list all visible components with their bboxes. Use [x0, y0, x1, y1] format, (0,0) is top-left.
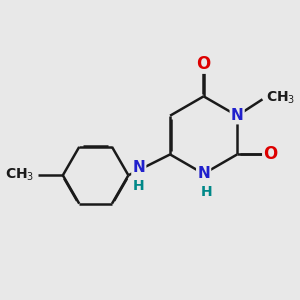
Text: N: N: [132, 160, 145, 175]
Text: O: O: [263, 146, 278, 164]
Text: O: O: [196, 55, 211, 73]
Text: H: H: [133, 179, 145, 193]
Text: N: N: [197, 166, 210, 181]
Text: CH$_3$: CH$_3$: [4, 167, 34, 184]
Text: N: N: [231, 108, 244, 123]
Text: H: H: [201, 185, 212, 199]
Text: CH$_3$: CH$_3$: [266, 90, 296, 106]
